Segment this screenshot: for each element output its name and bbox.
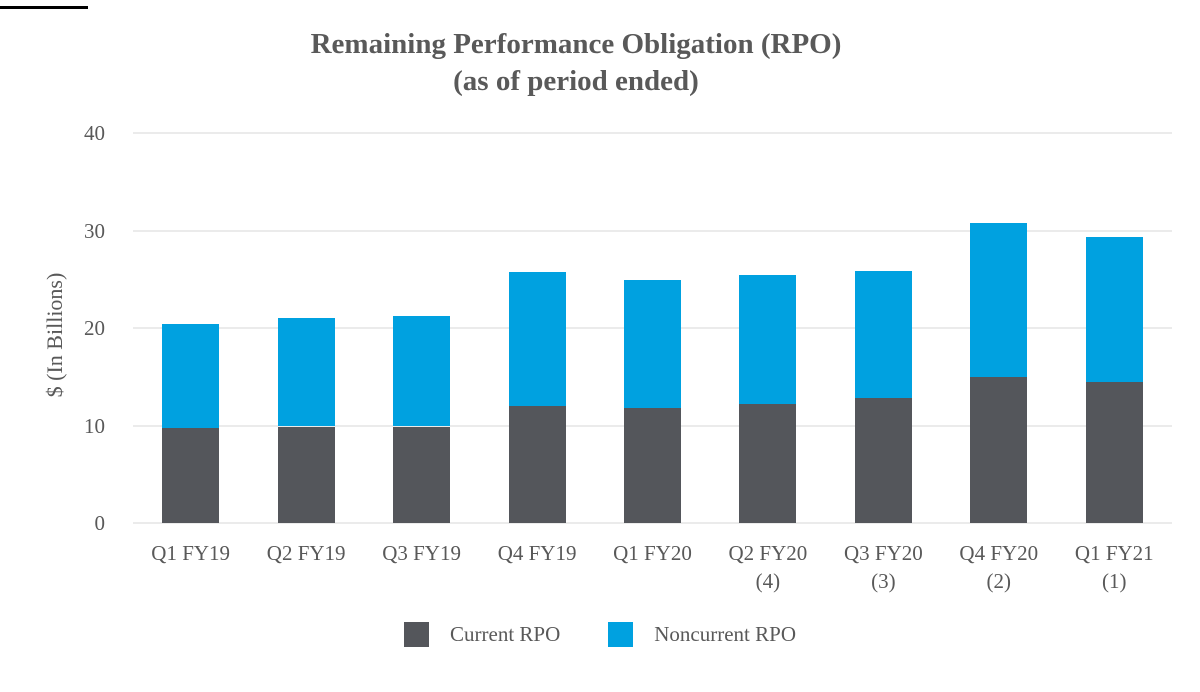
x-tick-footnote: (3) <box>871 569 896 593</box>
chart-title-line2: (as of period ended) <box>453 65 699 97</box>
y-tick-label-20: 20 <box>84 316 105 340</box>
gridline-40 <box>133 132 1172 134</box>
x-tick-q4-fy20: Q4 FY20 (2) <box>934 542 1064 593</box>
gridline-30 <box>133 229 1172 232</box>
x-tick-q1-fy19: Q1 FY19 <box>126 542 256 565</box>
x-tick-q1-fy20: Q1 FY20 <box>588 542 718 565</box>
x-tick-label: Q2 FY19 <box>266 541 346 565</box>
legend-swatch-noncurrent-rpo <box>608 622 634 647</box>
x-tick-q3-fy19: Q3 FY19 <box>357 542 487 565</box>
bar-noncurrent-q2-fy19 <box>277 318 335 427</box>
x-tick-label: Q1 FY20 <box>613 541 692 565</box>
gridline-0 <box>133 522 1172 524</box>
bar-noncurrent-q4-fy19 <box>508 272 566 406</box>
x-tick-q2-fy20: Q2 FY20 (4) <box>703 542 833 593</box>
y-tick-label-0: 0 <box>94 511 106 535</box>
bar-noncurrent-q1-fy20 <box>624 280 681 408</box>
top-left-border-artifact <box>0 6 88 9</box>
x-tick-label: Q1 FY19 <box>151 541 231 565</box>
y-tick-label-10: 10 <box>84 413 105 438</box>
bar-current-q4-fy19 <box>508 406 566 523</box>
legend-item-noncurrent-rpo: Noncurrent RPO <box>608 621 796 648</box>
bar-noncurrent-q3-fy20 <box>854 270 912 399</box>
y-tick-label-40: 40 <box>84 121 105 145</box>
x-tick-q2-fy19: Q2 FY19 <box>241 542 371 565</box>
x-tick-label: Q1 FY21 <box>1074 541 1154 565</box>
bar-current-q1-fy20 <box>624 407 681 523</box>
x-tick-q3-fy20: Q3 FY20 (3) <box>818 542 948 593</box>
bar-noncurrent-q3-fy19 <box>393 316 451 427</box>
x-tick-footnote: (2) <box>986 569 1012 593</box>
y-tick-label-30: 30 <box>84 218 105 243</box>
x-tick-label: Q3 FY20 <box>844 541 923 565</box>
bar-current-q2-fy20 <box>739 404 797 523</box>
x-tick-footnote: (4) <box>755 569 781 593</box>
x-tick-label: Q4 FY19 <box>497 541 577 565</box>
legend-swatch-current-rpo <box>404 622 429 647</box>
legend: Current RPO Noncurrent RPO <box>404 621 796 648</box>
legend-label-noncurrent-rpo: Noncurrent RPO <box>654 622 796 646</box>
x-tick-label: Q4 FY20 <box>959 541 1039 565</box>
bar-noncurrent-q1-fy19 <box>162 324 220 429</box>
bar-current-q1-fy21 <box>1085 381 1143 523</box>
x-tick-q4-fy19: Q4 FY19 <box>472 542 602 565</box>
bar-noncurrent-q2-fy20 <box>739 275 797 405</box>
bar-noncurrent-q4-fy20 <box>970 222 1028 377</box>
legend-item-current-rpo: Current RPO <box>404 621 560 648</box>
chart-title: Remaining Performance Obligation (RPO) (… <box>0 26 1152 100</box>
bar-current-q4-fy20 <box>970 376 1028 524</box>
x-tick-q1-fy21: Q1 FY21 (1) <box>1049 542 1179 593</box>
x-tick-label: Q2 FY20 <box>728 541 808 565</box>
bar-current-q2-fy19 <box>277 426 335 523</box>
x-tick-label: Q3 FY19 <box>382 541 461 565</box>
legend-label-current-rpo: Current RPO <box>450 622 561 646</box>
bar-current-q1-fy19 <box>162 428 220 523</box>
bar-current-q3-fy20 <box>854 398 912 523</box>
bar-noncurrent-q1-fy21 <box>1085 237 1143 382</box>
chart-title-line1: Remaining Performance Obligation (RPO) <box>310 28 842 60</box>
bar-current-q3-fy19 <box>393 426 451 523</box>
x-tick-footnote: (1) <box>1102 569 1127 593</box>
